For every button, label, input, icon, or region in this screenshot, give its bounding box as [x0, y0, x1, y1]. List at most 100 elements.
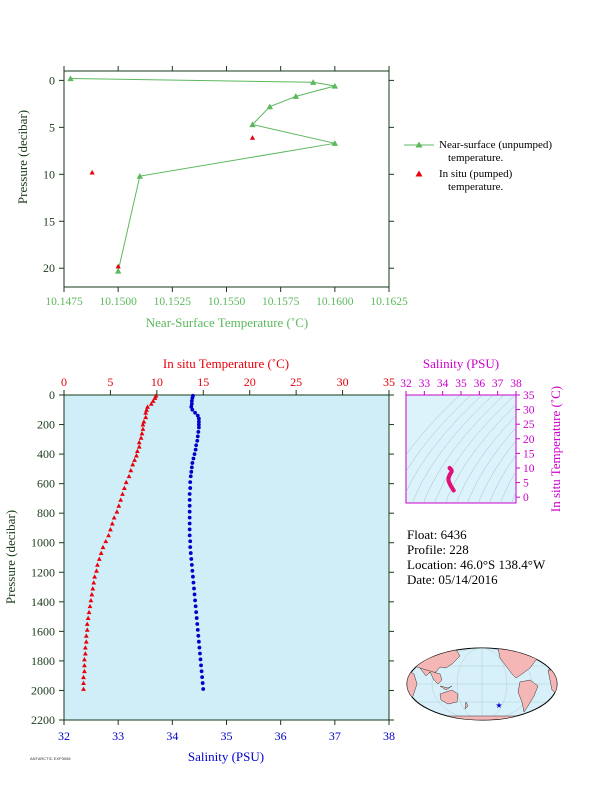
temperature-point: [82, 645, 88, 650]
near-surface-point: [249, 121, 256, 128]
ts-x-tick-label: 38: [510, 378, 522, 390]
temperature-point: [140, 426, 146, 431]
salinity-point: [189, 469, 194, 474]
ts-x-tick-label: 37: [492, 378, 504, 390]
ts-y-tick-label: 10: [523, 463, 535, 475]
temperature-point: [84, 627, 90, 632]
salinity-point: [188, 539, 193, 544]
x-tick-label: 10.1475: [45, 296, 83, 308]
salinity-tick-label: 32: [58, 729, 70, 743]
temperature-point: [98, 550, 104, 555]
profile-top-axis-label: In situ Temperature (˚C): [163, 356, 289, 371]
x-tick-label: 10.1500: [99, 296, 137, 308]
salinity-tick-label: 33: [112, 729, 124, 743]
temperature-point: [134, 448, 140, 454]
salinity-point: [195, 627, 200, 632]
near-surface-y-axis: 0 5 10 15 20: [43, 73, 394, 275]
salinity-point: [196, 633, 201, 638]
pressure-tick-label: 400: [37, 447, 55, 461]
near-surface-point: [67, 75, 74, 82]
salinity-point: [195, 434, 200, 439]
density-contour: [456, 415, 516, 503]
float-location-map: ★: [406, 647, 558, 721]
x-tick-label: 10.1625: [370, 296, 408, 308]
ts-temperature-axis: 0 5 10 15 20 25 30 35: [516, 390, 535, 504]
salinity-point: [199, 663, 203, 668]
ts-y-tick-label: 30: [523, 405, 535, 417]
salinity-point: [194, 443, 199, 448]
profile-salinity-axis: 32 33 34 35 36 37 38: [58, 720, 395, 743]
salinity-point: [195, 622, 200, 626]
temperature-point: [120, 491, 125, 496]
ts-y-tick-label: 35: [523, 390, 535, 402]
temperature-point: [141, 419, 147, 424]
near-surface-point: [136, 172, 144, 179]
salinity-tick-label: 36: [275, 729, 287, 743]
salinity-point: [187, 533, 192, 538]
temperature-point: [136, 444, 142, 449]
legend-label-pumped-2: temperature.: [448, 181, 504, 193]
salinity-point: [198, 651, 202, 656]
temperature-point: [140, 422, 146, 427]
salinity-point: [196, 416, 201, 421]
near-surface-point: [309, 79, 317, 85]
temperature-point: [86, 609, 92, 615]
temperature-point: [103, 538, 109, 544]
temperature-point: [145, 404, 150, 409]
ts-track-series: [446, 465, 456, 493]
temperature-point: [106, 532, 111, 538]
ts-x-tick-label: 32: [400, 378, 412, 390]
temperature-point: [82, 651, 88, 656]
temperature-point: [83, 633, 89, 638]
salinity-point: [196, 425, 201, 430]
pressure-tick-label: 2000: [31, 683, 55, 697]
temperature-point: [88, 597, 94, 603]
temperature-profile-series: [81, 393, 159, 691]
near-surface-x-label: Near-Surface Temperature (˚C): [146, 315, 308, 330]
salinity-point: [188, 551, 193, 555]
profile-number: Profile: 228: [407, 542, 469, 557]
temperature-point: [128, 467, 134, 473]
temperature-point: [123, 479, 129, 485]
salinity-tick-label: 34: [166, 729, 178, 743]
salinity-point: [189, 404, 194, 409]
temperature-point: [90, 586, 96, 591]
salinity-point: [189, 557, 194, 561]
temperature-point: [136, 439, 142, 445]
near-surface-point: [114, 267, 122, 274]
pressure-tick-label: 2200: [31, 713, 55, 727]
near-surface-legend: Near-surface (unpumped) temperature. In …: [404, 139, 552, 193]
temperature-point: [108, 527, 113, 532]
ts-y-tick-label: 25: [523, 419, 535, 431]
ts-y-tick-label: 20: [523, 434, 535, 446]
density-contour: [406, 395, 472, 472]
salinity-point: [198, 657, 203, 662]
y-tick-label: 15: [43, 214, 55, 228]
legend-marker-pumped: [415, 170, 423, 177]
in-situ-point: [115, 263, 121, 269]
salinity-point: [197, 645, 202, 650]
float-location-marker: ★: [495, 701, 502, 710]
ts-x-tick-label: 34: [437, 378, 449, 390]
temperature-point: [143, 414, 149, 420]
temperature-point: [96, 556, 102, 561]
density-contour: [467, 427, 516, 503]
temperature-point: [94, 568, 99, 573]
float-location: Location: 46.0°S 138.4°W: [407, 557, 546, 572]
ts-salinity-axis: 32 33 34 35 36 37 38: [400, 378, 522, 395]
in-situ-point: [249, 135, 256, 140]
temperature-point: [109, 521, 115, 526]
temperature-point: [126, 473, 132, 479]
near-surface-point: [266, 103, 274, 110]
density-contour: [530, 385, 612, 513]
profile-date: Date: 05/14/2016: [407, 572, 498, 587]
salinity-point: [188, 486, 193, 490]
pressure-tick-label: 1000: [31, 536, 55, 550]
salinity-point: [188, 480, 193, 485]
profile-temperature-axis: 0 5 10 15 20 25 30 35: [61, 375, 395, 395]
legend-label-unpumped-2: temperature.: [448, 152, 504, 164]
temperature-point: [152, 395, 158, 400]
pressure-tick-label: 200: [37, 418, 55, 432]
salinity-tick-label: 37: [329, 729, 341, 743]
